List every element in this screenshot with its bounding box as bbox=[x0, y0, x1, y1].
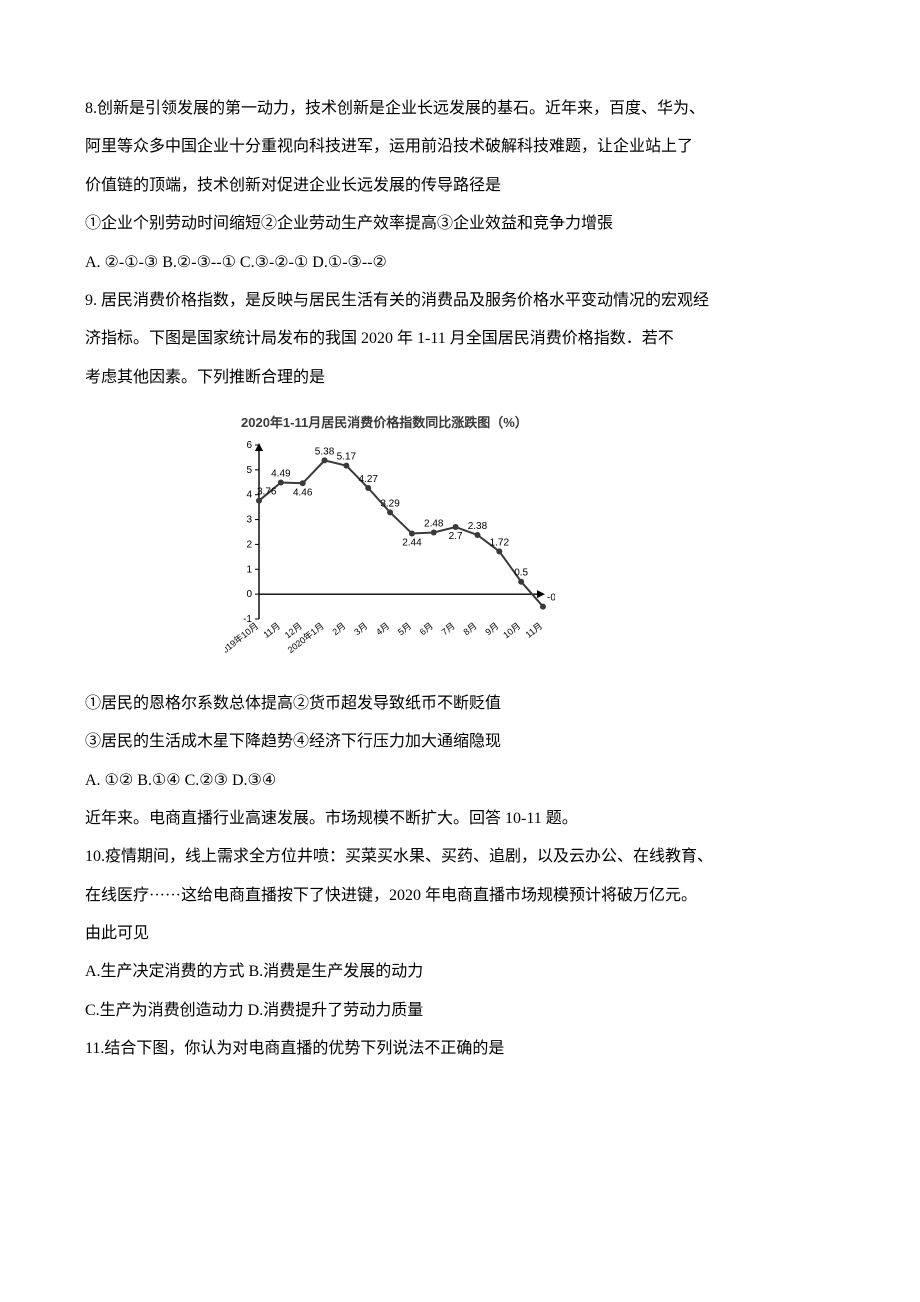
svg-text:11月: 11月 bbox=[524, 620, 545, 639]
q9-after1: ①居民的恩格尔系数总体提高②货币超发导致纸币不断贬值 bbox=[85, 685, 835, 723]
svg-text:5: 5 bbox=[246, 465, 252, 476]
q9-after2: ③居民的生活成木星下降趋势④经济下行压力加大通缩隐现 bbox=[85, 723, 835, 761]
svg-text:4.27: 4.27 bbox=[358, 474, 378, 485]
svg-text:2.7: 2.7 bbox=[449, 531, 463, 542]
svg-text:2: 2 bbox=[246, 539, 252, 550]
svg-text:2.48: 2.48 bbox=[424, 518, 444, 529]
svg-text:4.46: 4.46 bbox=[293, 487, 313, 498]
svg-text:6月: 6月 bbox=[418, 620, 435, 637]
svg-text:8月: 8月 bbox=[461, 620, 478, 637]
q11-line1: 11.结合下图，你认为对电商直播的优势下列说法不正确的是 bbox=[85, 1030, 835, 1068]
q10-line3: 由此可见 bbox=[85, 915, 835, 953]
svg-text:3.76: 3.76 bbox=[257, 486, 277, 497]
svg-text:3.29: 3.29 bbox=[380, 498, 400, 509]
svg-text:5.17: 5.17 bbox=[337, 451, 357, 462]
svg-text:5月: 5月 bbox=[396, 620, 413, 637]
svg-text:4.49: 4.49 bbox=[271, 468, 291, 479]
svg-text:2月: 2月 bbox=[330, 620, 347, 637]
svg-text:2.38: 2.38 bbox=[468, 521, 488, 532]
q9-line2: 济指标。下图是国家统计局发布的我国 2020 年 1-11 月全国居民消费价格指… bbox=[85, 320, 835, 358]
q9-line1: 9. 居民消费价格指数，是反映与居民生活有关的消费品及服务价格水平变动情况的宏观… bbox=[85, 282, 835, 320]
q8-line2: 阿里等众多中国企业十分重视向科技进军，运用前沿技术破解科技难题，让企业站上了 bbox=[85, 128, 835, 166]
svg-text:11月: 11月 bbox=[261, 620, 282, 639]
svg-text:-0.5: -0.5 bbox=[547, 592, 555, 603]
svg-text:2019年10月: 2019年10月 bbox=[225, 620, 260, 658]
svg-text:10月: 10月 bbox=[501, 620, 522, 640]
cpi-line-chart-svg: -101234563.764.494.465.385.174.273.292.4… bbox=[225, 437, 555, 667]
svg-text:3月: 3月 bbox=[352, 620, 369, 637]
q10-11-intro: 近年来。电商直播行业高速发展。市场规模不断扩大。回答 10-11 题。 bbox=[85, 800, 835, 838]
svg-text:0.5: 0.5 bbox=[514, 567, 528, 578]
q8-line1: 8.创新是引领发展的第一动力，技术创新是企业长远发展的基石。近年来，百度、华为、 bbox=[85, 90, 835, 128]
q8-line3: 价值链的顶端，技术创新对促进企业长远发展的传导路径是 bbox=[85, 167, 835, 205]
svg-text:0: 0 bbox=[246, 589, 252, 600]
svg-text:2.44: 2.44 bbox=[402, 537, 422, 548]
svg-text:5.38: 5.38 bbox=[315, 446, 335, 457]
svg-text:4月: 4月 bbox=[374, 620, 391, 637]
svg-text:9月: 9月 bbox=[483, 620, 500, 637]
q8-line4: ①企业个别劳动时间缩短②企业劳动生产效率提高③企业效益和竞争力增張 bbox=[85, 205, 835, 243]
q10-options-ab: A.生产决定消费的方式 B.消费是生产发展的动力 bbox=[85, 953, 835, 991]
svg-text:7月: 7月 bbox=[440, 620, 457, 637]
q8-options: A. ②-①-③ B.②-③--① C.③-②-① D.①-③--② bbox=[85, 244, 835, 282]
q10-line1: 10.疫情期间，线上需求全方位井喷：买菜买水果、买药、追剧，以及云办公、在线教育… bbox=[85, 838, 835, 876]
cpi-chart: 2020年1-11月居民消费价格指数同比涨跌图（%） -101234563.76… bbox=[225, 415, 835, 667]
q10-line2: 在线医疗······这给电商直播按下了快进键，2020 年电商直播市场规模预计将… bbox=[85, 877, 835, 915]
q10-options-cd: C.生产为消费创造动力 D.消费提升了劳动力质量 bbox=[85, 992, 835, 1030]
svg-text:6: 6 bbox=[246, 440, 252, 451]
svg-text:1: 1 bbox=[246, 564, 252, 575]
chart-title: 2020年1-11月居民消费价格指数同比涨跌图（%） bbox=[241, 415, 835, 431]
svg-text:4: 4 bbox=[246, 489, 252, 500]
q9-options: A. ①② B.①④ C.②③ D.③④ bbox=[85, 762, 835, 800]
q9-line3: 考虑其他因素。下列推断合理的是 bbox=[85, 359, 835, 397]
svg-text:1.72: 1.72 bbox=[490, 537, 510, 548]
svg-text:3: 3 bbox=[246, 514, 252, 525]
